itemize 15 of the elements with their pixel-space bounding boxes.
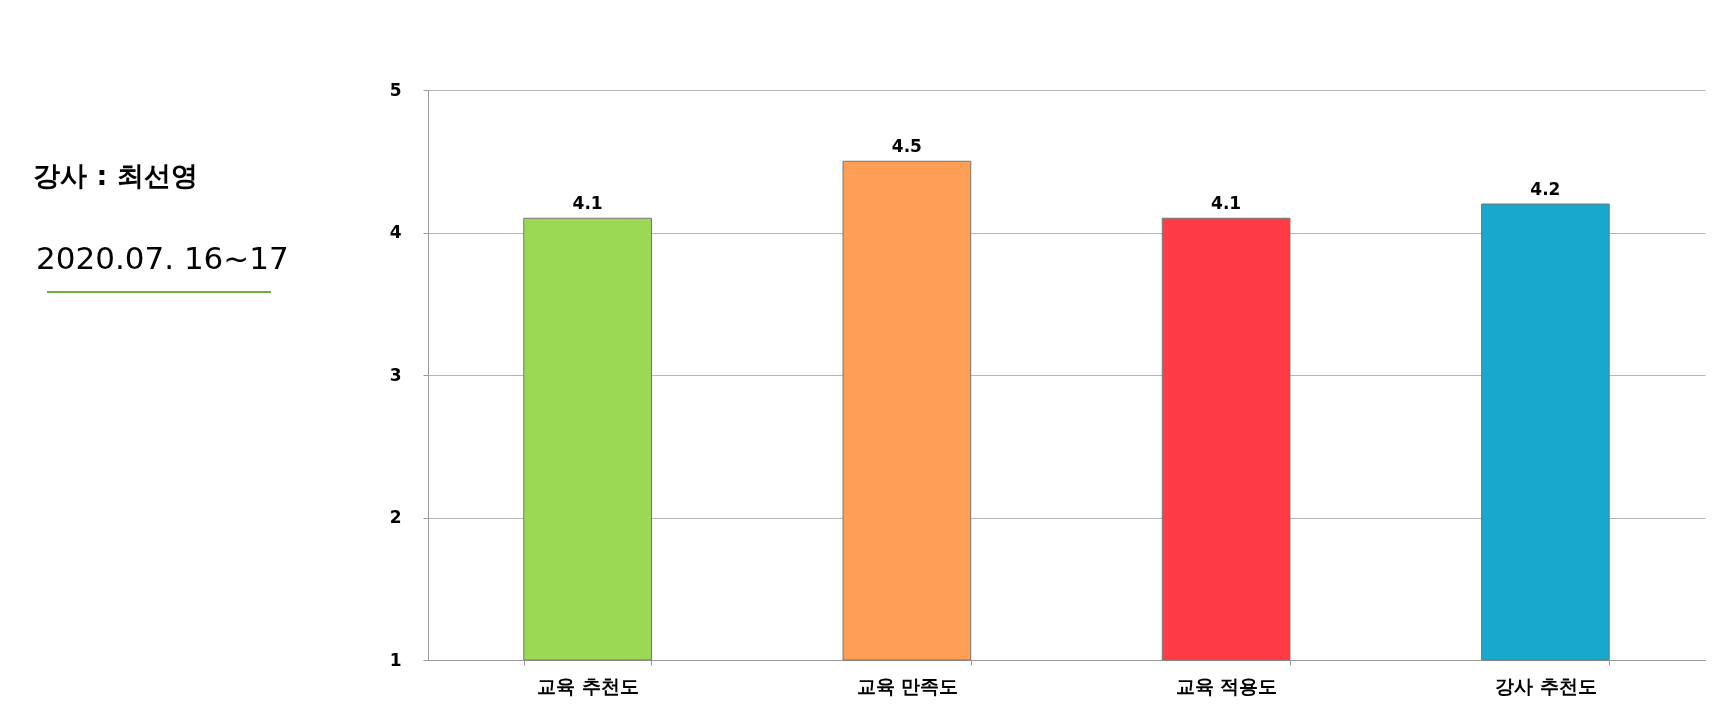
y-tick-label: 5 xyxy=(389,79,402,100)
x-tick-label: 교육 추천도 xyxy=(537,674,639,697)
x-tick-label: 교육 적용도 xyxy=(1175,674,1278,697)
x-tick-label: 강사 추천도 xyxy=(1495,674,1597,697)
data-label: 4.5 xyxy=(891,136,922,157)
y-tick-label: 3 xyxy=(389,364,402,385)
y-tick-label: 2 xyxy=(389,507,402,527)
y-tick-label: 4 xyxy=(389,222,402,242)
data-label: 4.1 xyxy=(1211,193,1242,214)
text: 2020.07. 16~17 xyxy=(36,240,289,276)
y-tick-label: 1 xyxy=(389,649,402,670)
text: 강사 : 최선영 xyxy=(33,159,198,193)
data-label: 4.2 xyxy=(1530,179,1561,199)
x-tick-label: 교육 만족도 xyxy=(856,674,959,697)
data-label: 4.1 xyxy=(572,193,603,214)
